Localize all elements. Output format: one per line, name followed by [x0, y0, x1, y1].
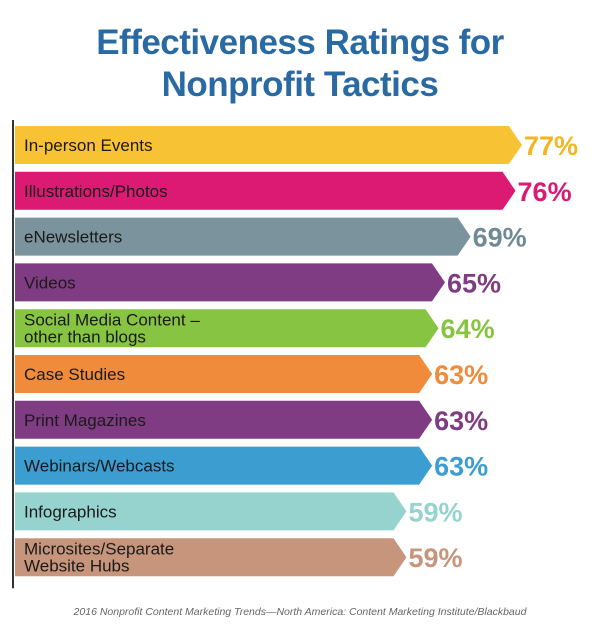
bar	[15, 355, 433, 393]
category-label: Infographics	[24, 502, 117, 521]
source-note: 2016 Nonprofit Content Marketing Trends—…	[73, 606, 527, 618]
bar	[15, 446, 433, 485]
category-label: Social Media Content – other than blogs	[24, 311, 200, 347]
chart-title-line-1: Effectiveness Ratings for	[96, 23, 504, 62]
bar	[15, 492, 407, 531]
bar	[15, 171, 516, 210]
value-label: 64%	[441, 314, 495, 344]
bar	[15, 538, 407, 577]
category-label: In-person Events	[24, 136, 153, 155]
bar	[15, 263, 445, 302]
category-label: eNewsletters	[24, 228, 122, 247]
value-label: 69%	[473, 223, 527, 253]
category-label: Illustrations/Photos	[24, 182, 168, 201]
bar	[15, 126, 522, 164]
category-label: Videos	[24, 273, 76, 292]
value-label: 59%	[408, 497, 462, 527]
category-label: Print Magazines	[24, 411, 146, 430]
value-label: 63%	[434, 452, 488, 482]
value-label: 77%	[524, 131, 578, 161]
value-label: 59%	[408, 543, 462, 573]
value-label: 63%	[434, 360, 488, 390]
category-label: Webinars/Webcasts	[24, 457, 175, 476]
bar	[15, 400, 433, 439]
chart-title-line-2: Nonprofit Tactics	[161, 65, 439, 104]
category-label: Case Studies	[24, 365, 125, 384]
chart-title: Effectiveness Ratings for Nonprofit Tact…	[0, 22, 600, 106]
value-label: 65%	[447, 268, 501, 298]
value-label: 76%	[518, 177, 572, 207]
bar	[15, 217, 471, 256]
bar	[15, 309, 439, 348]
value-label: 63%	[434, 406, 488, 436]
category-label: Microsites/Separate Website Hubs	[24, 540, 174, 576]
